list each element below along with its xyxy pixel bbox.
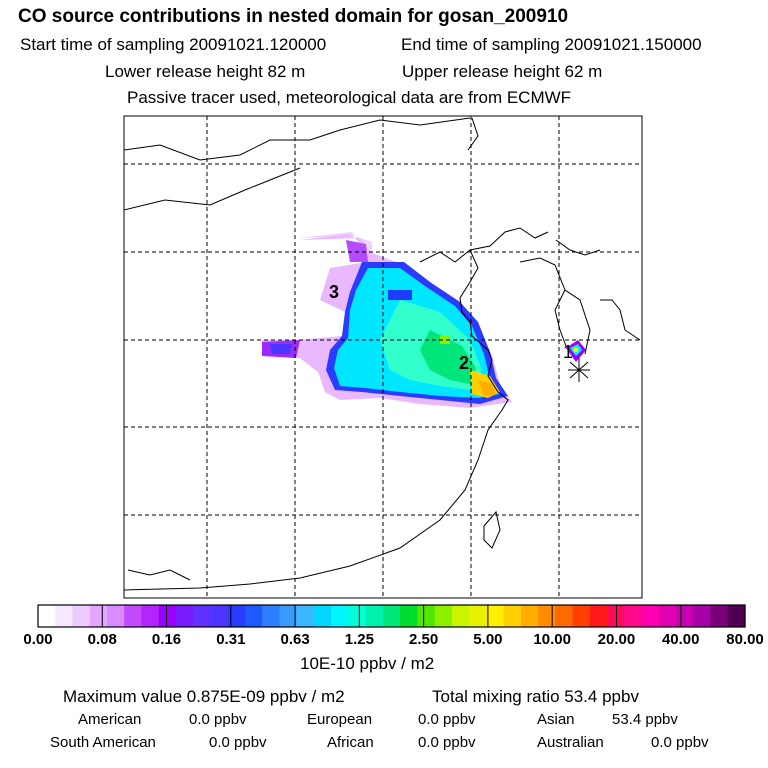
- tracer-note: Passive tracer used, meteorological data…: [127, 88, 572, 107]
- colorbar-tick-label: 0.63: [280, 631, 310, 648]
- colorbar-cell: [693, 605, 712, 627]
- start-time: Start time of sampling 20091021.120000: [20, 35, 327, 54]
- source-marker-1: 1: [563, 342, 574, 362]
- upper-release-height: Upper release height 62 m: [402, 62, 603, 81]
- total-mixing-ratio: Total mixing ratio 53.4 ppbv: [432, 687, 639, 706]
- lower-release-height: Lower release height 82 m: [105, 62, 306, 81]
- colorbar-cell: [641, 605, 660, 627]
- asterisk-icon: [568, 358, 590, 382]
- colorbar-cell: [175, 605, 194, 627]
- colorbar-tick-label: 5.00: [473, 631, 503, 648]
- south-american-label: South American: [50, 734, 156, 751]
- african-value: 0.0 ppbv: [418, 734, 476, 751]
- colorbar-tick-label: 0.31: [216, 631, 246, 648]
- colorbar-cell: [158, 605, 177, 627]
- colorbar-cell: [451, 605, 470, 627]
- colorbar-cell: [331, 605, 349, 627]
- colorbar-cell: [89, 605, 108, 627]
- american-label: American: [78, 711, 142, 728]
- colorbar-cell: [555, 605, 574, 627]
- asian-value: 53.4 ppbv: [612, 711, 678, 728]
- coastlines: [124, 117, 641, 591]
- colorbar-tick-label: 0.16: [151, 631, 182, 648]
- colorbar-tick-label: 0.08: [87, 631, 117, 648]
- colorbar-tick-label: 20.00: [597, 631, 636, 648]
- colorbar-cell: [538, 605, 556, 627]
- colorbar-cell: [658, 605, 677, 627]
- colorbar-cell: [106, 605, 125, 627]
- colorbar-cell: [124, 605, 143, 627]
- colorbar-cell: [589, 605, 608, 627]
- colorbar-cell: [227, 605, 246, 627]
- colorbar-cell: [486, 605, 505, 627]
- maximum-value: Maximum value 0.875E-09 ppbv / m2: [63, 687, 345, 706]
- european-label: European: [307, 711, 373, 728]
- plot-title: CO source contributions in nested domain…: [18, 6, 569, 27]
- colorbar-cell: [400, 605, 418, 627]
- colorbar-tick-label: 0.00: [23, 631, 53, 648]
- colorbar-cell: [727, 605, 746, 627]
- colorbar-cell: [365, 605, 384, 627]
- colorbar-cell: [262, 605, 281, 627]
- colorbar-cell: [624, 605, 643, 627]
- australian-label: Australian: [537, 734, 604, 751]
- lat-lon-grid: [124, 116, 642, 598]
- colorbar-cell: [72, 605, 91, 627]
- asian-label: Asian: [537, 711, 575, 728]
- colorbar-tick-label: 1.25: [344, 631, 374, 648]
- colorbar-cell: [313, 605, 332, 627]
- colorbar-cell: [38, 605, 56, 627]
- colorbar-cell: [676, 605, 694, 627]
- south-american-value: 0.0 ppbv: [209, 734, 267, 751]
- american-value: 0.0 ppbv: [189, 711, 247, 728]
- colorbar-cell: [193, 605, 212, 627]
- colorbar-cell: [296, 605, 315, 627]
- australian-value: 0.0 ppbv: [651, 734, 709, 751]
- colorbar-cell: [417, 605, 436, 627]
- colorbar-cell: [469, 605, 487, 627]
- colorbar-cell: [55, 605, 74, 627]
- source-marker-3: 3: [329, 282, 340, 302]
- african-label: African: [327, 734, 374, 751]
- colorbar-cell: [382, 605, 401, 627]
- colorbar-tick-label: 10.00: [533, 631, 571, 648]
- source-marker-2: 2: [459, 353, 470, 373]
- colorbar-cell: [503, 605, 522, 627]
- colorbar-units: 10E-10 ppbv / m2: [300, 654, 435, 673]
- colorbar-cell: [279, 605, 298, 627]
- colorbar-cell: [710, 605, 729, 627]
- colorbar-cell: [141, 605, 160, 627]
- european-value: 0.0 ppbv: [418, 711, 476, 728]
- colorbar-cell: [572, 605, 591, 627]
- colorbar-cell: [244, 605, 263, 627]
- map-frame: [123, 115, 643, 599]
- colorbar-tick-label: 80.00: [726, 631, 764, 648]
- colorbar-cell: [210, 605, 229, 627]
- colorbar-cell: [348, 605, 367, 627]
- tracer-plume: [262, 232, 586, 408]
- end-time: End time of sampling 20091021.150000: [401, 35, 702, 54]
- colorbar-cell: [434, 605, 453, 627]
- colorbar-cell: [520, 605, 539, 627]
- colorbar-tick-label: 40.00: [661, 631, 700, 648]
- colorbar-tick-label: 2.50: [409, 631, 439, 648]
- colorbar: [37, 604, 746, 628]
